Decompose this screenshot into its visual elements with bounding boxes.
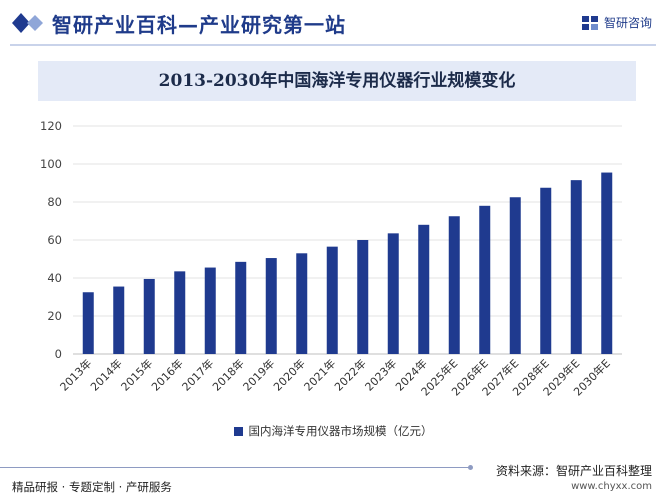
bar (265, 258, 277, 354)
site-url: www.chyxx.com (571, 481, 652, 492)
x-tick-label: 2016年 (148, 356, 185, 393)
x-tick-label: 2015年 (118, 356, 155, 393)
bar (326, 246, 338, 354)
x-tick-label: 2014年 (87, 356, 124, 393)
y-tick-label: 60 (47, 233, 62, 247)
bar-chart: 0 20 40 60 80 100 120 2013年2014年2015年2016年2017年… (40, 119, 622, 399)
brand: 智研咨询 (581, 14, 652, 31)
bar (448, 216, 460, 354)
footer-services: 精品研报 · 专题定制 · 产研服务 (12, 480, 172, 494)
y-tick-label: 0 (55, 347, 62, 361)
legend: 国内海洋专用仪器市场规模（亿元） (0, 423, 666, 439)
y-tick-label: 120 (40, 119, 62, 133)
x-tick-label: 2021年 (301, 356, 338, 393)
bar (418, 224, 430, 354)
bar (296, 253, 308, 354)
footer-divider-dot (468, 465, 473, 470)
y-tick-label: 20 (47, 309, 62, 323)
chart-title: 2013-2030年中国海洋专用仪器行业规模变化 (158, 71, 516, 91)
header-divider (10, 44, 656, 46)
header: 智研产业百科—产业研究第一站 智研咨询 (0, 0, 666, 46)
bar (82, 292, 94, 354)
bar (540, 187, 552, 354)
bar (174, 271, 186, 354)
diamond-logo-icon (12, 13, 43, 33)
footer-divider (0, 467, 470, 468)
x-tick-label: 2013年 (57, 356, 94, 393)
bar (113, 286, 125, 354)
brand-name: 智研咨询 (603, 16, 652, 30)
bar (357, 240, 369, 354)
site-title: 智研产业百科—产业研究第一站 (52, 13, 346, 37)
x-tick-label: 2023年 (362, 356, 399, 393)
bar (570, 180, 582, 354)
x-tick-label: 2017年 (179, 356, 216, 393)
bar (204, 267, 216, 354)
y-tick-label: 80 (47, 195, 62, 209)
bar (509, 197, 521, 354)
y-tick-label: 40 (47, 271, 62, 285)
bar (479, 205, 491, 354)
bar (143, 278, 155, 354)
legend-label: 国内海洋专用仪器市场规模（亿元） (248, 424, 433, 438)
brand-logo-icon (581, 15, 598, 30)
bar (387, 233, 399, 354)
legend-swatch (233, 426, 243, 436)
x-tick-label: 2020年 (270, 356, 307, 393)
x-tick-label: 2022年 (331, 356, 368, 393)
x-tick-label: 2019年 (240, 356, 277, 393)
bar (601, 172, 613, 354)
chart-title-box: 2013-2030年中国海洋专用仪器行业规模变化 (38, 61, 636, 101)
x-tick-label: 2018年 (209, 356, 246, 393)
y-tick-label: 100 (40, 157, 62, 171)
bar (235, 261, 247, 354)
data-source: 资料来源：智研产业百科整理 (495, 464, 652, 478)
